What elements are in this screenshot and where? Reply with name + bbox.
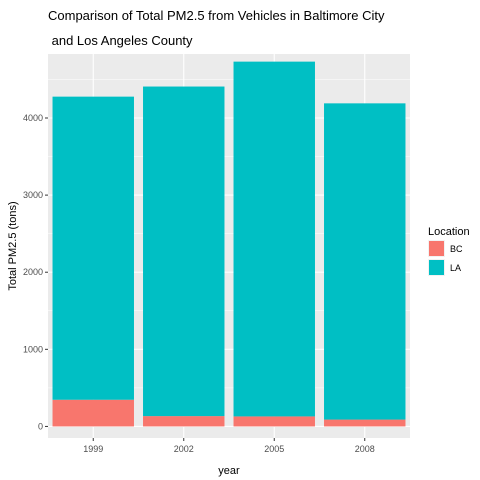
legend-keys: BC LA (428, 240, 463, 276)
legend-title: Location (428, 226, 470, 238)
legend-swatch-la (429, 260, 444, 275)
y-axis-title: Total PM2.5 (tons) (7, 201, 19, 290)
bar-segment-bc (143, 416, 225, 427)
bar-segment-la (143, 86, 225, 417)
legend-label-la: LA (450, 263, 461, 273)
y-tick-label: 3000 (23, 190, 43, 200)
bar-segment-bc (324, 419, 406, 427)
bar-segment-la (52, 96, 134, 400)
legend: Location BC LA (428, 226, 470, 276)
y-tick-label: 1000 (23, 344, 43, 354)
y-tick-label: 4000 (23, 113, 43, 123)
x-axis-title: year (218, 465, 240, 477)
bar-segment-la (324, 103, 406, 420)
x-tick-label: 1999 (83, 444, 103, 454)
legend-swatch-bc (429, 241, 444, 256)
x-tick-label: 2005 (264, 444, 284, 454)
y-tick-label: 2000 (23, 267, 43, 277)
y-tick-label: 0 (38, 421, 43, 431)
legend-label-bc: BC (450, 244, 463, 254)
y-axis: 0 1000 2000 3000 4000 (23, 113, 48, 431)
bar-segment-bc (52, 399, 134, 427)
bar-segment-la (233, 61, 315, 417)
chart-title-line-2: and Los Angeles County (48, 33, 193, 48)
chart-title-line-1: Comparison of Total PM2.5 from Vehicles … (48, 8, 385, 23)
bars (52, 61, 406, 427)
x-tick-label: 2008 (355, 444, 375, 454)
x-axis: 1999 2002 2005 2008 (83, 438, 375, 454)
x-tick-label: 2002 (174, 444, 194, 454)
bar-segment-bc (233, 416, 315, 427)
